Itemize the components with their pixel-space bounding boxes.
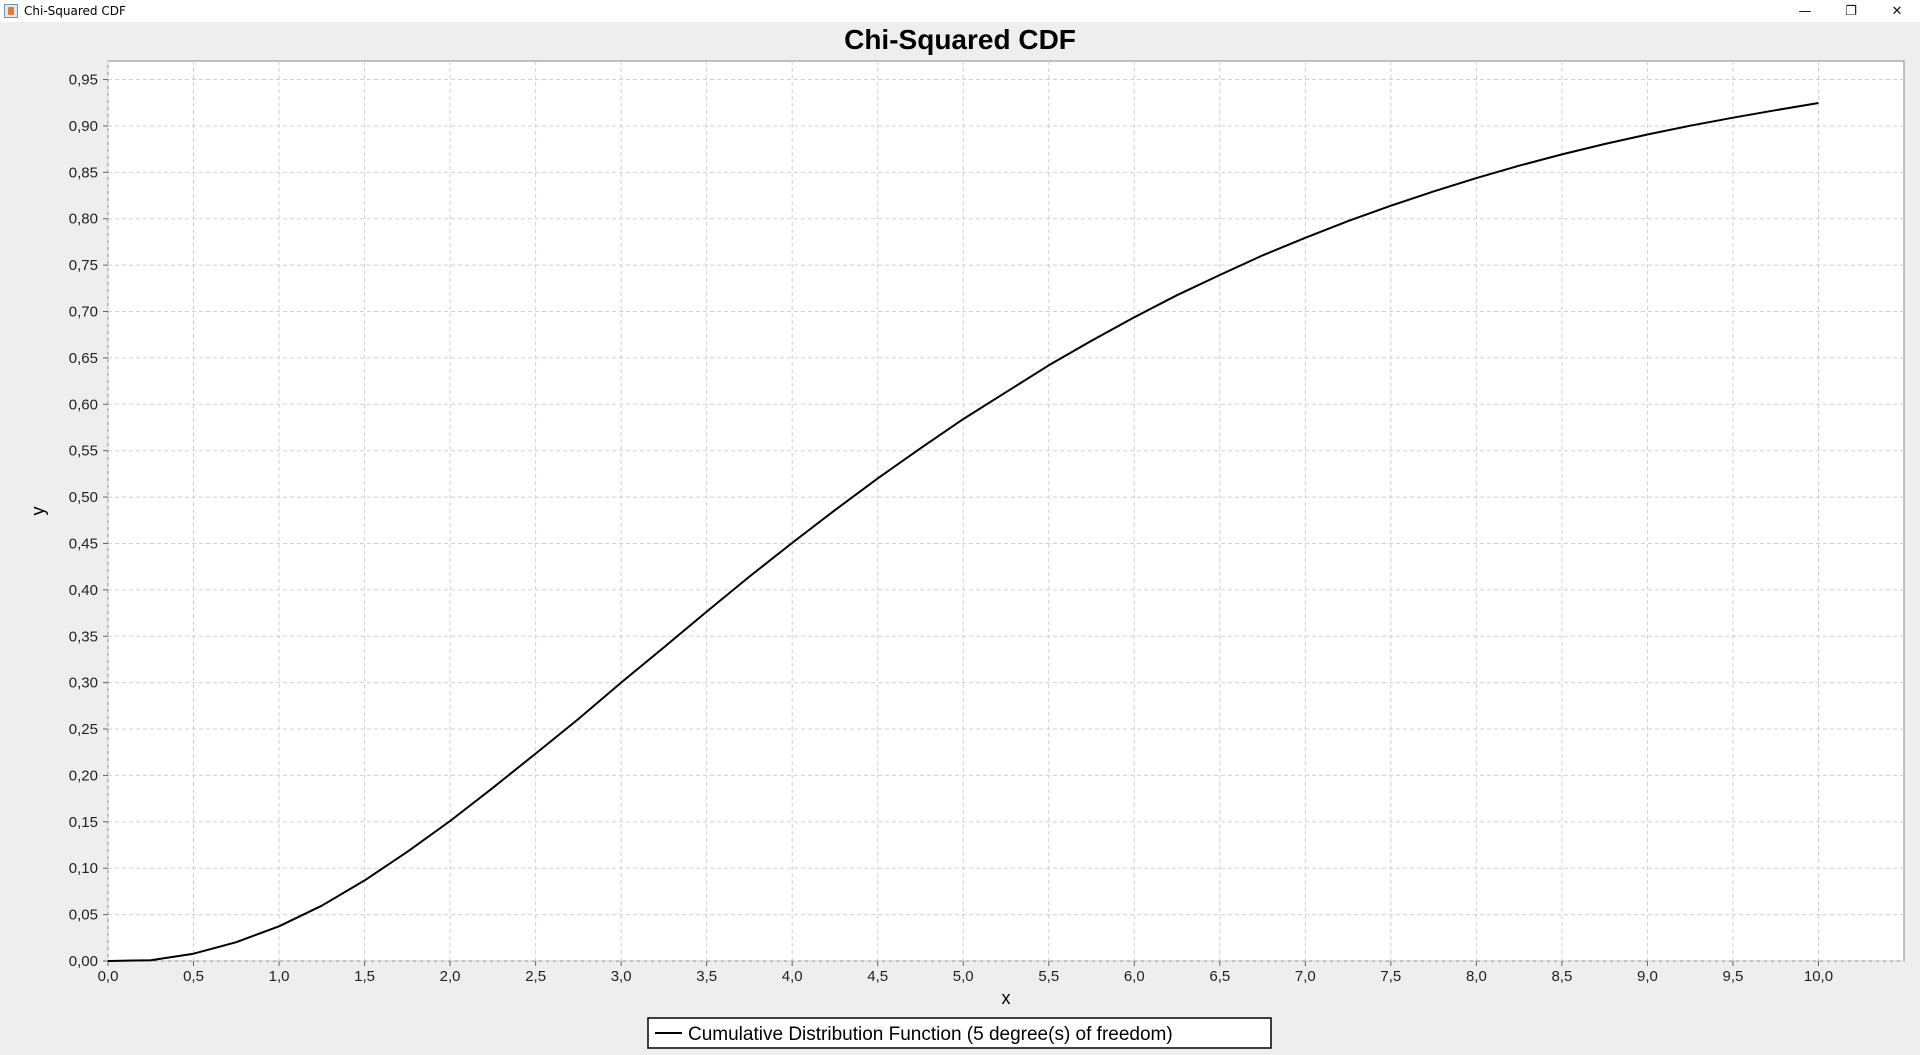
- series-line-cdf: [107, 102, 1819, 962]
- window-controls: — ❐ ✕: [1782, 0, 1920, 22]
- x-tick-label: 1,0: [269, 968, 290, 985]
- y-axis-label: y: [28, 507, 48, 516]
- window-title: Chi-Squared CDF: [24, 4, 126, 18]
- y-tick-label: 0,00: [69, 953, 98, 970]
- minimize-button[interactable]: —: [1782, 0, 1828, 22]
- x-tick-label: 10,0: [1804, 968, 1833, 985]
- y-tick-label: 0,85: [69, 164, 98, 181]
- y-tick-label: 0,10: [69, 860, 98, 877]
- legend: Cumulative Distribution Function (5 degr…: [647, 1017, 1272, 1049]
- x-tick-label: 5,5: [1038, 968, 1059, 985]
- y-tick-label: 0,05: [69, 907, 98, 924]
- x-tick-label: 4,5: [867, 968, 888, 985]
- x-tick-label: 7,5: [1380, 968, 1401, 985]
- chart-svg: Chi-Squared CDF 0,0 0,5 1,0 1,5 2,0 2,5 3,0 3,5…: [28, 24, 1905, 1049]
- x-tick-label: 2,0: [440, 968, 461, 985]
- plot-area: [107, 60, 1905, 962]
- close-button[interactable]: ✕: [1874, 0, 1920, 22]
- x-tick-label: 6,5: [1209, 968, 1230, 985]
- x-tick-label: 0,5: [183, 968, 204, 985]
- x-tick-label: 8,5: [1551, 968, 1572, 985]
- x-tick-label: 6,0: [1124, 968, 1145, 985]
- java-app-icon: [4, 4, 18, 18]
- x-tick-label: 9,0: [1637, 968, 1658, 985]
- x-tick-label: 9,5: [1723, 968, 1744, 985]
- minimize-icon: —: [1798, 3, 1812, 19]
- y-tick-label: 0,15: [69, 814, 98, 831]
- x-tick-label: 3,0: [611, 968, 632, 985]
- y-tick-label: 0,75: [69, 257, 98, 274]
- x-tick-label: 3,5: [696, 968, 717, 985]
- legend-box: [647, 1017, 1272, 1049]
- x-tick-label: 5,0: [953, 968, 974, 985]
- restore-button[interactable]: ❐: [1828, 0, 1874, 22]
- y-tick-label: 0,70: [69, 304, 98, 321]
- x-tick-label: 4,0: [782, 968, 803, 985]
- window-titlebar: Chi-Squared CDF — ❐ ✕: [0, 0, 1920, 22]
- y-tick-label: 0,30: [69, 675, 98, 692]
- y-tick-label: 0,35: [69, 628, 98, 645]
- y-tick-label: 0,45: [69, 535, 98, 552]
- x-tick-label: 8,0: [1466, 968, 1487, 985]
- x-axis-label: x: [1002, 988, 1011, 1008]
- y-tick-label: 0,90: [69, 118, 98, 135]
- x-tick-label: 1,5: [354, 968, 375, 985]
- x-tick-label: 2,5: [525, 968, 546, 985]
- y-tick-label: 0,20: [69, 767, 98, 784]
- chart-panel: Chi-Squared CDF 0,0 0,5 1,0 1,5 2,0 2,5 3,0 3,5…: [0, 22, 1920, 1050]
- chart-title: Chi-Squared CDF: [844, 24, 1076, 55]
- y-tick-label: 0,50: [69, 489, 98, 506]
- y-tick-label: 0,95: [69, 72, 98, 89]
- close-icon: ✕: [1891, 3, 1903, 19]
- series-layer: [107, 102, 1819, 962]
- axes: 0,0 0,5 1,0 1,5 2,0 2,5 3,0 3,5 4,0 4,5 5,0 5,5 6,0 6…: [69, 72, 1833, 985]
- grid-lines: [107, 61, 1904, 962]
- y-tick-label: 0,40: [69, 582, 98, 599]
- y-tick-label: 0,55: [69, 443, 98, 460]
- y-tick-label: 0,25: [69, 721, 98, 738]
- y-tick-label: 0,80: [69, 211, 98, 228]
- x-tick-label: 7,0: [1295, 968, 1316, 985]
- y-tick-label: 0,65: [69, 350, 98, 367]
- x-tick-label: 0,0: [98, 968, 119, 985]
- restore-icon: ❐: [1845, 3, 1857, 19]
- legend-label: Cumulative Distribution Function (5 degr…: [688, 1024, 1173, 1045]
- y-tick-label: 0,60: [69, 396, 98, 413]
